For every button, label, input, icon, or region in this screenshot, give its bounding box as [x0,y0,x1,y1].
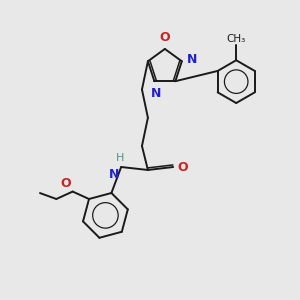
Text: O: O [61,177,71,190]
Text: N: N [151,87,161,100]
Text: H: H [116,153,124,164]
Text: N: N [187,53,197,66]
Text: O: O [159,32,169,44]
Text: CH₃: CH₃ [226,34,246,44]
Text: N: N [109,168,120,181]
Text: O: O [178,160,188,173]
